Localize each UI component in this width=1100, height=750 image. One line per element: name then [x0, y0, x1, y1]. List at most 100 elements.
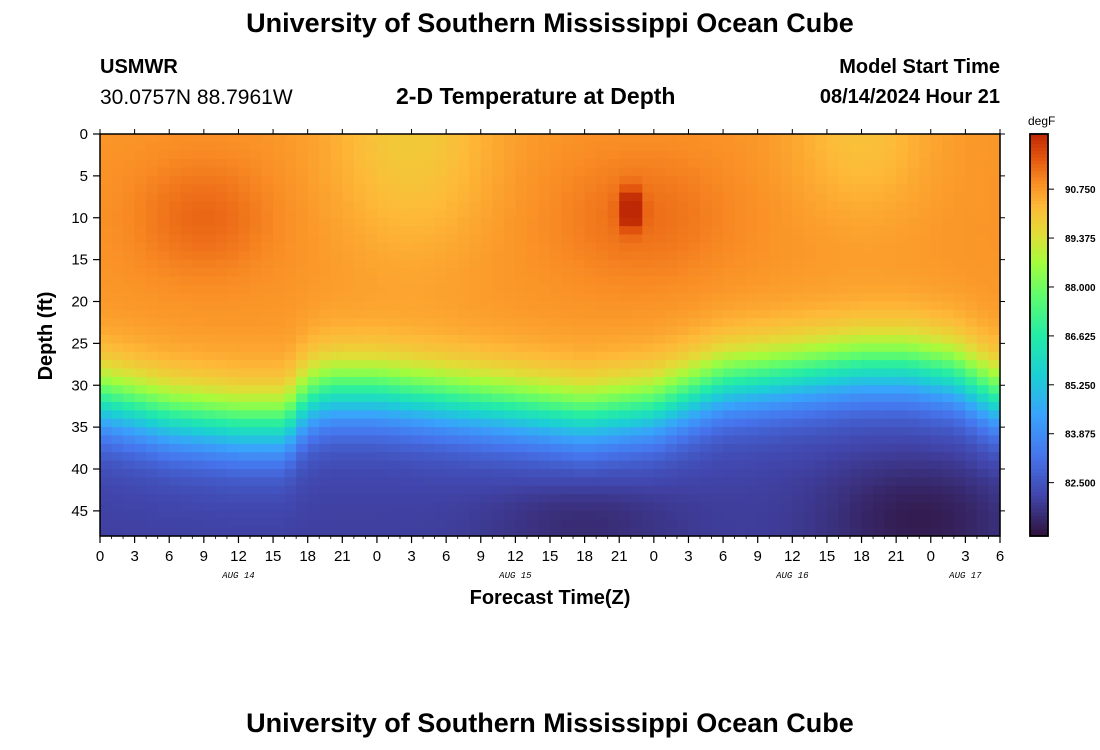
heatmap-cell: [757, 142, 770, 152]
heatmap-cell: [100, 452, 113, 462]
colorbar-segment: [1030, 331, 1048, 336]
heatmap-cell: [700, 284, 713, 294]
heatmap-cell: [700, 326, 713, 336]
heatmap-cell: [919, 159, 932, 169]
heatmap-cell: [596, 142, 609, 152]
heatmap-cell: [319, 477, 332, 487]
heatmap-cell: [723, 309, 736, 319]
heatmap-cell: [261, 335, 274, 344]
heatmap-cell: [284, 402, 297, 411]
heatmap-cell: [907, 427, 920, 437]
heatmap-cell: [803, 351, 816, 361]
heatmap-cell: [919, 443, 932, 453]
heatmap-cell: [169, 519, 182, 529]
heatmap-cell: [942, 360, 955, 370]
heatmap-cell: [769, 259, 782, 269]
colorbar-tick-label: 90.750: [1065, 185, 1096, 196]
heatmap-cell: [434, 485, 447, 495]
heatmap-cell: [515, 435, 528, 445]
heatmap-cell: [503, 410, 516, 420]
heatmap-cell: [203, 142, 216, 152]
heatmap-cell: [134, 460, 147, 470]
heatmap-cell: [515, 234, 528, 244]
heatmap-cell: [480, 351, 493, 361]
heatmap-cell: [353, 427, 366, 437]
heatmap-cell: [365, 226, 378, 236]
heatmap-cell: [826, 351, 840, 361]
heatmap-cell: [584, 167, 597, 177]
heatmap-cell: [550, 376, 563, 386]
heatmap-cell: [746, 452, 759, 462]
heatmap-cell: [284, 427, 297, 437]
heatmap-cell: [965, 402, 978, 411]
heatmap-cell: [573, 527, 586, 537]
colorbar-segment: [1030, 261, 1048, 266]
heatmap-cell: [988, 150, 1001, 160]
heatmap-cell: [353, 410, 366, 420]
heatmap-cell: [953, 268, 966, 277]
heatmap-cell: [688, 326, 701, 336]
heatmap-cell: [423, 309, 436, 319]
heatmap-cell: [400, 167, 413, 177]
heatmap-cell: [400, 134, 413, 143]
heatmap-cell: [342, 502, 355, 512]
heatmap-cell: [365, 159, 378, 169]
heatmap-cell: [734, 418, 747, 428]
heatmap-cell: [596, 326, 609, 336]
heatmap-cell: [688, 376, 701, 386]
heatmap-cell: [538, 460, 551, 470]
heatmap-cell: [376, 510, 390, 520]
heatmap-cell: [388, 251, 401, 261]
heatmap-cell: [907, 259, 920, 269]
heatmap-cell: [653, 251, 666, 261]
heatmap-cell: [942, 527, 955, 537]
heatmap-cell: [134, 217, 147, 227]
heatmap-cell: [365, 368, 378, 378]
heatmap-cell: [550, 251, 563, 261]
heatmap-cell: [480, 226, 493, 236]
heatmap-cell: [792, 385, 805, 395]
heatmap-cell: [261, 242, 274, 252]
heatmap-cell: [976, 150, 990, 160]
heatmap-cell: [792, 201, 805, 210]
heatmap-cell: [169, 234, 182, 244]
heatmap-cell: [319, 251, 332, 261]
heatmap-cell: [561, 335, 574, 344]
heatmap-cell: [457, 184, 470, 194]
heatmap-cell: [884, 343, 897, 353]
heatmap-cell: [711, 343, 724, 353]
heatmap-cell: [780, 510, 793, 520]
heatmap-cell: [711, 351, 724, 361]
heatmap-cell: [134, 259, 147, 269]
heatmap-cell: [365, 318, 378, 328]
heatmap-cell: [584, 452, 597, 462]
heatmap-cell: [584, 150, 597, 160]
heatmap-cell: [746, 477, 759, 487]
heatmap-cell: [861, 234, 874, 244]
heatmap-cell: [123, 251, 136, 261]
heatmap-cell: [792, 284, 805, 294]
heatmap-cell: [226, 452, 240, 462]
heatmap-cell: [884, 268, 897, 277]
heatmap-cell: [434, 201, 447, 210]
heatmap-cell: [238, 435, 251, 445]
heatmap-cell: [157, 418, 170, 428]
heatmap-cell: [376, 326, 390, 336]
heatmap-cell: [157, 385, 170, 395]
heatmap-cell: [734, 150, 747, 160]
heatmap-cell: [550, 268, 563, 277]
heatmap-cell: [930, 201, 943, 210]
heatmap-cell: [157, 494, 170, 504]
heatmap-cell: [711, 326, 724, 336]
heatmap-cell: [238, 335, 251, 344]
heatmap-cell: [942, 443, 955, 453]
heatmap-cell: [642, 443, 655, 453]
heatmap-cell: [838, 418, 851, 428]
heatmap-cell: [411, 452, 424, 462]
heatmap-cell: [319, 209, 332, 219]
heatmap-cell: [226, 167, 240, 177]
heatmap-cell: [492, 452, 505, 462]
heatmap-cell: [584, 201, 597, 210]
colorbar-segment: [1030, 371, 1048, 376]
heatmap-cell: [850, 268, 863, 277]
